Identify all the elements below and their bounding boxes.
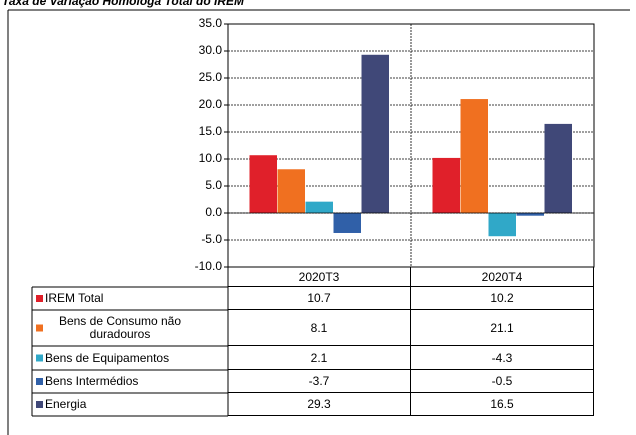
table-value: -4.3 [411,346,594,370]
y-tick-label: 30.0 [199,43,223,57]
bar [333,213,361,233]
bar [361,54,389,213]
bar [516,213,544,216]
table-value: -0.5 [411,370,594,393]
table-value: -3.7 [228,370,411,393]
category-header: 2020T3 [228,267,411,287]
bar [460,99,488,213]
bar [488,213,516,237]
table-value: 29.3 [228,393,411,416]
table-value: 10.7 [228,287,411,310]
legend-label: Bens de Equipamentos [45,350,170,365]
y-tick-label: -10.0 [195,259,223,273]
category-header: 2020T4 [411,267,594,287]
legend-key [36,378,43,385]
legend-label: Energia [45,397,87,411]
y-tick-label: -5.0 [201,232,222,246]
table-value: 8.1 [228,310,411,346]
table-value: 2.1 [228,346,411,370]
bar [544,123,572,213]
y-tick-label: 20.0 [199,97,223,111]
legend-label: Bens Intermédios [45,374,139,388]
legend-key [36,324,43,332]
bar [432,157,460,213]
y-tick-label: 35.0 [199,16,223,30]
table-value: 10.2 [411,287,594,310]
legend-key [36,354,43,362]
legend-key [36,295,43,302]
y-tick-label: 5.0 [205,178,222,192]
y-tick-label: 10.0 [199,151,223,165]
y-tick-label: 0.0 [205,205,222,219]
table-value: 16.5 [411,393,594,416]
legend-label: IREM Total [45,291,104,305]
legend-key [36,401,43,408]
chart-title: Taxa de Variação Homóloga Total do IREM [2,0,245,8]
y-tick-label: 15.0 [199,124,223,138]
plot-border [227,23,595,268]
bar [249,155,277,213]
y-tick-label: 25.0 [199,70,223,84]
table-value: 21.1 [411,310,594,346]
bar [305,201,333,213]
legend-label: Bens de Consumo não duradouros [58,314,182,341]
bar [277,169,305,213]
